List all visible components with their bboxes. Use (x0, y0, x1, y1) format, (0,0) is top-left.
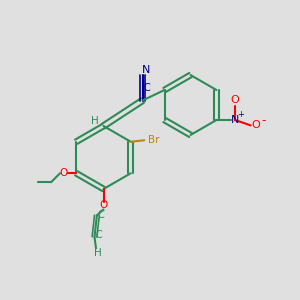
Text: C: C (95, 230, 102, 241)
Text: N: N (142, 64, 150, 75)
Text: H: H (91, 116, 99, 127)
Text: +: + (237, 110, 244, 119)
Text: C: C (98, 210, 104, 220)
Text: H: H (94, 248, 101, 259)
Text: O: O (59, 168, 68, 178)
Text: O: O (252, 120, 260, 130)
Text: -: - (261, 114, 266, 128)
Text: Br: Br (148, 135, 160, 145)
Text: N: N (231, 115, 239, 125)
Text: C: C (144, 83, 150, 93)
Text: O: O (99, 200, 108, 211)
Text: O: O (231, 95, 239, 105)
